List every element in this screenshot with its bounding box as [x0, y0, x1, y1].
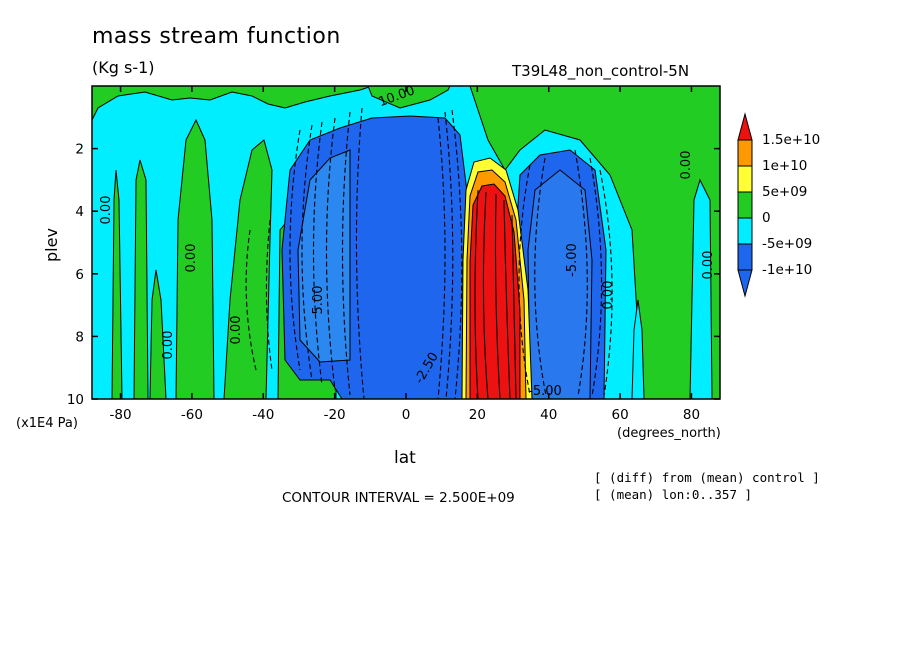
- colorbar-legend: 1.5e+10 1e+10 5e+09 0 -5e+09 -1e+10: [737, 112, 820, 298]
- contour-label: 0.00: [161, 331, 176, 360]
- field-green-top-center: [367, 86, 451, 109]
- contour-label: 0.00: [99, 196, 114, 225]
- x-tick-label: 80: [683, 407, 700, 423]
- contour-line: [599, 169, 613, 397]
- contour-line: [494, 193, 501, 399]
- contour-label: -5.00: [565, 243, 580, 277]
- contour-label: 0.00: [679, 151, 694, 180]
- x-tick-label: 60: [611, 407, 628, 423]
- field-green-strip-1: [111, 169, 123, 399]
- x-axis-label: lat: [394, 448, 416, 468]
- colorbar-band: [737, 191, 753, 219]
- x-tick-label: 20: [469, 407, 486, 423]
- plot-area: [92, 86, 720, 399]
- contour-label: -5.00: [528, 384, 562, 399]
- colorbar-top-arrow: [737, 112, 753, 141]
- contour-line: [301, 124, 313, 381]
- contour-line: [503, 199, 511, 399]
- chart-title: mass stream function: [92, 24, 341, 49]
- field-cyan-pocket-mid: [631, 299, 645, 399]
- field-cyan-pocket-right: [689, 178, 713, 399]
- contour-line: [289, 129, 301, 371]
- x-tick-label: -40: [252, 407, 274, 423]
- colorbar-level-label: -5e+09: [762, 236, 812, 252]
- note-diff: [ (diff) from (mean) control ]: [594, 470, 820, 485]
- contour-line: [355, 107, 365, 399]
- x-tick-label: -80: [110, 407, 132, 423]
- colorbar-level-label: 1.5e+10: [762, 132, 820, 148]
- field-green-strip-4: [175, 118, 215, 399]
- contour-interval: CONTOUR INTERVAL = 2.500E+09: [282, 490, 515, 506]
- chart-units: (Kg s-1): [92, 58, 155, 77]
- contour-line: [511, 214, 517, 399]
- contour-line: [341, 111, 351, 396]
- contour-line: [265, 219, 273, 371]
- field-blue-inner-edge: [297, 149, 351, 363]
- y-axis-units: (x1E4 Pa): [16, 416, 78, 431]
- y-tick-label: 4: [75, 204, 84, 220]
- contour-line: [482, 191, 489, 399]
- colorbar-level-label: 0: [762, 210, 771, 226]
- contour-line: [451, 109, 463, 399]
- contour-line: [312, 121, 323, 386]
- contour-line: [444, 111, 454, 399]
- colorbar-band: [737, 139, 753, 167]
- field-green-strip-2: [133, 159, 149, 399]
- field-green-strip-5: [223, 139, 273, 399]
- x-tick-label: -60: [181, 407, 203, 423]
- contour-label: 0.00: [701, 251, 716, 280]
- contour-line: [574, 149, 588, 397]
- contour-line: [474, 189, 479, 399]
- contour-line: [325, 117, 336, 391]
- y-axis-label: plev: [42, 228, 61, 262]
- colorbar-level-label: 5e+09: [762, 184, 807, 200]
- y-tick-label: 8: [75, 329, 84, 345]
- field-green-top-left: [92, 86, 373, 121]
- contour-label: 0.00: [601, 281, 616, 310]
- x-tick-label: -20: [324, 407, 346, 423]
- x-tick-label: 0: [402, 407, 411, 423]
- experiment-label: T39L48_non_control-5N: [512, 62, 690, 80]
- contour-label: 5.00: [311, 286, 326, 315]
- colorbar-level-label: -1e+10: [762, 262, 812, 278]
- x-axis-ticks: -80 -60 -40 -20 0 20 40 60 80: [110, 86, 700, 423]
- note-mean: [ (mean) lon:0..357 ]: [594, 487, 753, 502]
- y-tick-label: 6: [75, 267, 84, 283]
- y-axis-ticks: 2 4 6 8 10: [67, 142, 720, 408]
- x-axis-units: (degrees_north): [617, 426, 721, 441]
- contour-label: 0.00: [184, 244, 199, 273]
- field-green-strip-3: [149, 269, 167, 399]
- contour-line: [534, 157, 547, 397]
- contour-line: [437, 117, 446, 399]
- field-green-right: [469, 86, 720, 399]
- contour-label: 0.00: [229, 316, 244, 345]
- field-blue-right-inner: [527, 169, 593, 399]
- y-tick-label: 10: [67, 392, 84, 408]
- contour-line: [518, 164, 531, 396]
- colorbar-bottom-arrow: [737, 269, 753, 298]
- colorbar-level-label: 1e+10: [762, 158, 807, 174]
- colorbar-band: [737, 217, 753, 245]
- x-tick-label: 40: [540, 407, 557, 423]
- y-tick-label: 2: [75, 142, 84, 158]
- contour-lines: [245, 107, 613, 399]
- colorbar-band: [737, 243, 753, 271]
- contour-line: [589, 157, 603, 397]
- colorbar-band: [737, 165, 753, 193]
